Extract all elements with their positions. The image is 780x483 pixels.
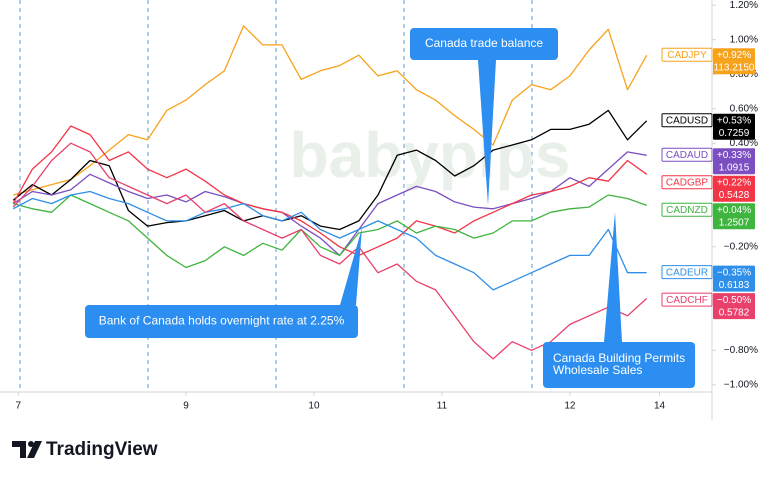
price-tags: 1.20% 1.00% 0.80% 0.60% 0.40% −0.20% −0.80% −1.… [661, 0, 758, 390]
annotations: Canada trade balance Bank of Canada holds… [85, 28, 695, 388]
price-label: 1.0915 [719, 162, 750, 173]
series-name: CADJPY [667, 50, 707, 61]
price-label: 0.6183 [719, 280, 750, 291]
logo: TradingView [12, 439, 158, 460]
brand: TradingView [46, 439, 158, 460]
series-line [13, 194, 647, 269]
change-label: −0.50% [717, 295, 751, 306]
series-line [13, 25, 648, 196]
callout-pointer [478, 60, 496, 205]
series-name: CADGBP [666, 177, 709, 188]
value-tag [713, 113, 755, 140]
series-line [12, 142, 648, 360]
plot: 7 9 10 11 12 14 [12, 4, 716, 412]
change-label: −0.35% [717, 267, 751, 278]
logo-mark [12, 441, 26, 458]
price-label: 0.5428 [719, 190, 750, 201]
callout-text: Wholesale Sales [553, 363, 642, 377]
series-name: CADAUD [666, 150, 708, 161]
series-line [12, 190, 647, 291]
y-tick-label: 1.00% [730, 34, 758, 45]
name-tag [661, 175, 713, 190]
change-label: +0.33% [717, 150, 751, 161]
callout [543, 342, 695, 388]
name-tag [661, 265, 713, 280]
value-tag [713, 293, 755, 320]
y-tick-label: 0.60% [730, 103, 758, 114]
callout-pointer [604, 212, 622, 342]
x-tick-label: 7 [16, 401, 22, 412]
series-name: CADNZD [666, 205, 708, 216]
value-tag [713, 148, 755, 175]
value-tag [713, 265, 755, 292]
watermark: babypips [290, 119, 571, 191]
logo-mark [27, 441, 42, 458]
logo-mark [28, 441, 34, 447]
value-tag [713, 203, 755, 230]
callout-pointer [340, 228, 362, 305]
x-tick-label: 11 [437, 401, 448, 412]
series-name: CADCHF [666, 295, 708, 306]
callout [410, 28, 558, 60]
name-tag [661, 202, 713, 217]
change-label: +0.04% [717, 205, 751, 216]
price-label: 0.5782 [719, 307, 750, 318]
series-line [12, 109, 648, 231]
name-tag [661, 147, 713, 162]
price-label: 0.7259 [719, 128, 750, 139]
y-tick-label: 0.40% [730, 138, 758, 149]
series-line [12, 125, 648, 257]
series-name: CADUSD [666, 115, 708, 126]
value-tag [713, 48, 755, 75]
series-name: CADEUR [666, 267, 708, 278]
name-tag [661, 292, 713, 307]
value-tag [713, 175, 755, 202]
callout-text: Bank of Canada holds overnight rate at 2… [99, 314, 345, 328]
price-label: 1.2507 [719, 217, 750, 228]
y-tick-label: −1.00% [724, 379, 758, 390]
series-line [12, 151, 647, 257]
change-label: +0.53% [717, 115, 751, 126]
x-tick-label: 12 [564, 401, 576, 412]
y-tick-label: −0.20% [724, 241, 758, 252]
callout-text: Canada trade balance [425, 36, 543, 50]
callout-text: Canada Building Permits [553, 351, 685, 365]
y-tick-label: 0.80% [730, 69, 758, 80]
change-label: +0.92% [717, 50, 751, 61]
change-label: +0.22% [717, 177, 751, 188]
name-tag [661, 113, 713, 128]
x-tick-label: 14 [654, 401, 666, 412]
x-tick-label: 9 [183, 401, 189, 412]
price-label: 113.2150 [714, 62, 755, 73]
x-tick-label: 10 [308, 401, 320, 412]
y-tick-label: 1.20% [730, 0, 758, 11]
y-tick-label: −0.80% [724, 345, 758, 356]
session-lines [19, 0, 533, 392]
callout [85, 305, 358, 338]
name-tag [661, 47, 713, 62]
